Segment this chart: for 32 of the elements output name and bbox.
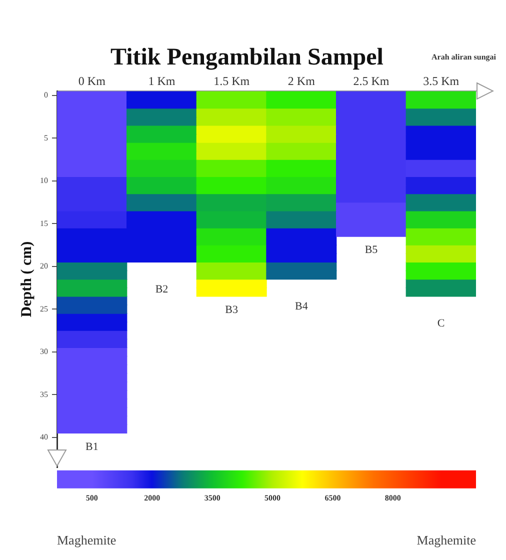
- y-tick-label: 35: [40, 390, 48, 399]
- chart-title: Titik Pengambilan Sampel: [110, 44, 384, 71]
- annotation: B4: [294, 300, 308, 313]
- text: Maghemite: [416, 532, 476, 548]
- annotation: B2: [155, 283, 168, 296]
- y-tick-label: 30: [40, 347, 48, 356]
- color-bar-label: 2000: [144, 493, 160, 502]
- annotation: B5: [364, 244, 378, 256]
- color-bar-label: 500: [86, 493, 98, 502]
- y-tick-label: 15: [40, 218, 48, 228]
- color-bar-label: 6500: [324, 493, 341, 502]
- color-bar-label: 5000: [264, 493, 281, 502]
- color-bar-label: 3500: [204, 493, 220, 502]
- annotation: B3: [225, 304, 238, 316]
- x-tick-label: 1.5 Km: [214, 74, 250, 88]
- x-tick-label: 3.5 Km: [423, 74, 460, 88]
- annotation: B1: [85, 440, 98, 453]
- color-bar-label: 8000: [384, 493, 401, 502]
- y-tick-label: 25: [40, 304, 48, 314]
- y-tick-label: 10: [40, 176, 48, 186]
- y-tick-label: 40: [40, 432, 48, 442]
- x-tick-label: 2 Km: [288, 74, 316, 88]
- y-tick-label: 20: [40, 262, 48, 271]
- x-tick-label: 2.5 Km: [353, 74, 390, 88]
- y-tick-label: 0: [44, 90, 48, 100]
- y-axis-title: Depth ( cm): [18, 241, 35, 318]
- x-tick-label: 1 Km: [148, 74, 176, 88]
- y-tick-label: 5: [44, 133, 48, 142]
- annotation: C: [437, 318, 445, 330]
- text: Arah aliran sungai: [432, 52, 497, 62]
- x-tick-label: 0 Km: [78, 74, 106, 88]
- color-bar-title: Maghemite: [57, 532, 116, 548]
